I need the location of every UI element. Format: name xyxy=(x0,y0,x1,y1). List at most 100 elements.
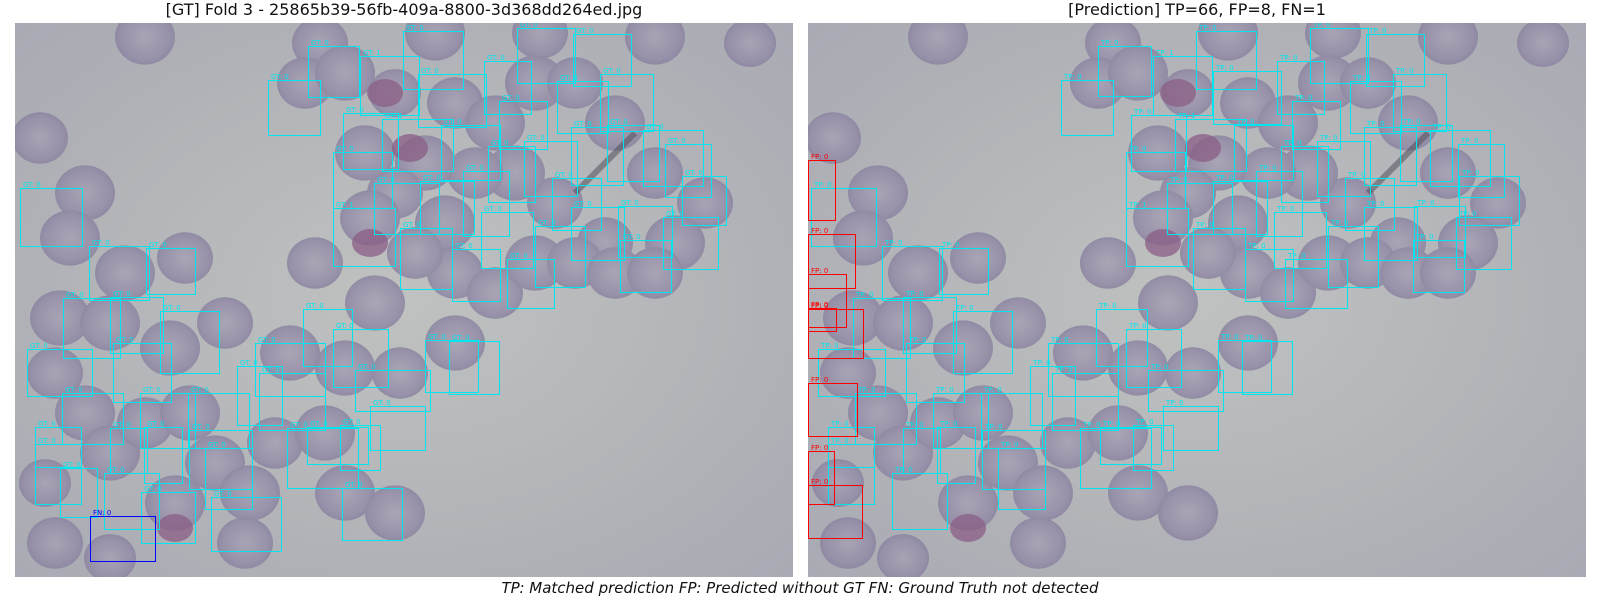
tp-box xyxy=(939,248,989,295)
blood-cell xyxy=(1108,465,1168,521)
tp-box-label: TP: 0 xyxy=(1287,252,1306,260)
tp-box xyxy=(1100,427,1162,465)
blood-cell xyxy=(55,385,115,441)
gt-box-label: GT: 1 xyxy=(385,112,403,120)
tp-box-label: TP: 0 xyxy=(983,386,1002,394)
gt-box xyxy=(259,373,326,431)
gt-box xyxy=(441,125,501,181)
tp-box-label: TP: 0 xyxy=(1128,145,1147,153)
gt-box-label: GT: 0 xyxy=(377,176,395,184)
gt-box xyxy=(333,329,389,388)
fp-box-label: FP: 0 xyxy=(811,302,828,310)
blood-cell xyxy=(1138,275,1198,331)
parasite xyxy=(352,229,388,257)
gt-box-label: GT: 0 xyxy=(116,336,134,344)
gt-box-label: GT: 0 xyxy=(373,399,391,407)
blood-cell xyxy=(287,237,343,289)
gt-box-label: GT: 1 xyxy=(336,201,354,209)
gt-box xyxy=(573,34,632,87)
gt-box-label: GT: 0 xyxy=(491,139,509,147)
gt-box-label: GT: 0 xyxy=(262,366,280,374)
tp-box-label: TP: 0 xyxy=(1215,174,1234,182)
blood-cell xyxy=(160,385,220,441)
gt-box-label: GT: 1 xyxy=(363,49,381,57)
gt-box xyxy=(20,188,83,247)
blood-cell xyxy=(625,23,685,65)
blood-cell xyxy=(888,245,948,301)
tp-box-label: TP: 0 xyxy=(1416,199,1435,207)
tp-box xyxy=(1126,208,1189,267)
tp-box-label: TP: 0 xyxy=(1312,23,1331,29)
blood-cell xyxy=(197,297,253,349)
tp-box xyxy=(1030,366,1076,426)
gt-box-label: GT: 0 xyxy=(30,342,48,350)
tp-box xyxy=(818,349,886,397)
gt-box-label: GT: 0 xyxy=(144,485,162,493)
gt-box-label: GT: 0 xyxy=(311,39,329,47)
tp-box-label: TP: 0 xyxy=(1279,54,1298,62)
gt-box xyxy=(308,46,360,98)
fp-box xyxy=(808,309,864,359)
gt-box-label: GT: 0 xyxy=(92,239,110,247)
fp-box-label: FP: 0 xyxy=(811,444,828,452)
tp-box-label: TP: 0 xyxy=(1100,39,1119,47)
fp-box xyxy=(808,485,863,539)
gt-box xyxy=(144,427,183,484)
tp-box-label: TP: 0 xyxy=(1258,164,1277,172)
gt-box xyxy=(360,56,420,116)
gt-box-label: GT: 0 xyxy=(23,181,41,189)
tp-box-label: TP: 0 xyxy=(1195,221,1214,229)
tp-box xyxy=(1061,80,1114,136)
tp-box-label: TP: 0 xyxy=(830,437,849,445)
gt-box-label: GT: 0 xyxy=(346,106,364,114)
tp-box-label: TP: 0 xyxy=(1032,359,1051,367)
tp-box xyxy=(1242,341,1293,395)
tp-box xyxy=(1328,226,1379,288)
blood-cell xyxy=(512,23,568,59)
parasite xyxy=(367,79,403,107)
tp-box-label: TP: 0 xyxy=(894,466,913,474)
gt-box-label: GT: 0 xyxy=(452,334,470,342)
gt-box-label: GT: 0 xyxy=(208,441,226,449)
tp-box-label: TP: 0 xyxy=(1135,418,1154,426)
gt-box-label: GT: 0 xyxy=(421,67,439,75)
gt-box xyxy=(463,171,510,237)
gt-box-label: GT: 0 xyxy=(527,134,545,142)
gt-box-label: GT: 0 xyxy=(306,302,324,310)
tp-box-label: TP: 0 xyxy=(1319,134,1338,142)
gt-box xyxy=(237,366,283,426)
blood-cell xyxy=(345,275,405,331)
tp-box xyxy=(1345,178,1395,231)
tp-box xyxy=(811,188,877,247)
tp-box xyxy=(1413,240,1465,293)
gt-box-label: GT: 0 xyxy=(192,423,210,431)
tp-box-label: TP: 0 xyxy=(1276,205,1295,213)
prediction-microscopy-image: TP: 0 TP: 1 TP: 0 TP: 0 TP: 0 TP: 0 TP: 0 TP: 0… xyxy=(808,23,1586,577)
blood-cell xyxy=(627,247,683,299)
tp-box-label: TP: 0 xyxy=(813,181,832,189)
blood-cell xyxy=(140,320,200,376)
tp-box-label: TP: 0 xyxy=(1294,94,1313,102)
gt-box-label: GT: 0 xyxy=(38,420,56,428)
tp-box xyxy=(1310,28,1369,84)
blood-cell xyxy=(1198,23,1258,61)
gt-box-label: GT: 0 xyxy=(455,242,473,250)
tp-box xyxy=(906,343,965,403)
blood-cell xyxy=(372,347,428,399)
tp-box xyxy=(937,427,976,484)
fp-box xyxy=(808,451,835,505)
tp-box-label: TP: 0 xyxy=(1054,366,1073,374)
blood-cell xyxy=(117,397,173,449)
blood-cell xyxy=(405,23,465,61)
blood-cell xyxy=(40,210,100,266)
tp-box-label: TP: 0 xyxy=(1000,441,1019,449)
tp-box xyxy=(855,393,917,445)
gt-box xyxy=(27,349,93,397)
gt-box-label: GT: 0 xyxy=(621,199,639,207)
tp-box xyxy=(1281,146,1329,203)
tp-box xyxy=(1096,309,1148,367)
gt-box xyxy=(607,125,660,182)
tp-box xyxy=(953,311,1013,374)
blood-cell xyxy=(833,210,893,266)
gt-box xyxy=(146,248,196,295)
